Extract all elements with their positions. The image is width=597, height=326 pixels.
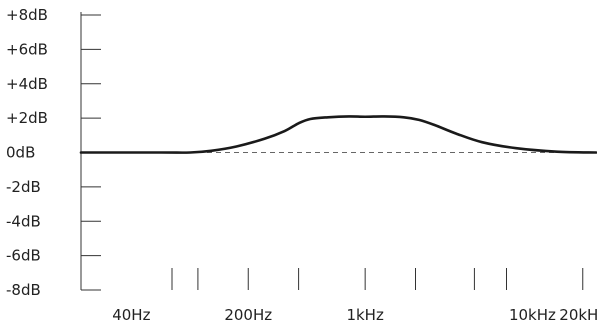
y-tick-marks [81, 14, 101, 291]
y-tick-label: +8dB [6, 6, 48, 24]
frequency-response-curve [79, 115, 597, 154]
x-tick-label: 1kHz [346, 306, 384, 324]
y-tick-labels: +8dB +6dB +4dB +2dB 0dB -2dB -4dB -6dB -8dB [6, 6, 48, 299]
y-tick-label: +6dB [6, 40, 48, 58]
x-tick-marks [171, 268, 584, 290]
x-tick-label: 20kHz [559, 306, 597, 324]
y-tick-label: -8dB [6, 281, 41, 299]
x-tick-label: 40Hz [112, 306, 150, 324]
x-tick-label: 10kHz [509, 306, 556, 324]
x-tick-labels: 40Hz 200Hz 1kHz 10kHz20kHz [112, 306, 597, 324]
y-tick-label: -6dB [6, 247, 41, 265]
y-tick-label: 0dB [6, 144, 35, 162]
x-tick-label: 200Hz [224, 306, 272, 324]
y-tick-label: -4dB [6, 212, 41, 230]
y-tick-label: +4dB [6, 75, 48, 93]
y-tick-label: -2dB [6, 178, 41, 196]
y-tick-label: +2dB [6, 109, 48, 127]
